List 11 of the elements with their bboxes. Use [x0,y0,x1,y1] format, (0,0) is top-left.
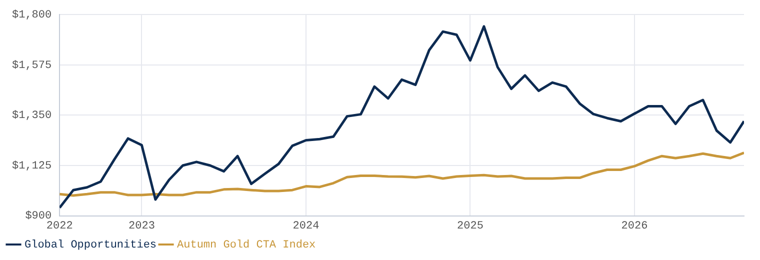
y-tick-label: $1,350 [12,110,52,122]
legend-label: Autumn Gold CTA Index [177,239,316,252]
x-tick-label: 2024 [292,220,320,232]
y-tick-label: $1,800 [12,10,52,22]
y-tick-label: $1,125 [12,160,52,172]
legend-label: Global Opportunities [24,239,157,252]
x-tick-label: 2023 [128,220,155,232]
y-tick-label: $1,575 [12,60,52,72]
x-tick-label: 2026 [621,220,648,232]
x-tick-label: 2022 [46,220,73,232]
x-tick-label: 2025 [457,220,484,232]
